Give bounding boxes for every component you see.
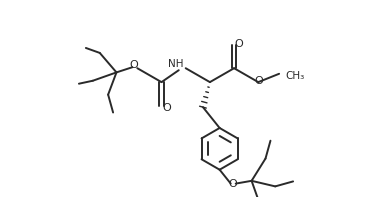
Text: CH₃: CH₃ bbox=[286, 71, 305, 81]
Text: O: O bbox=[162, 103, 171, 113]
Text: O: O bbox=[229, 179, 237, 189]
Text: O: O bbox=[235, 39, 243, 49]
Text: O: O bbox=[130, 60, 138, 70]
Text: O: O bbox=[254, 76, 263, 86]
Text: NH: NH bbox=[168, 59, 184, 69]
